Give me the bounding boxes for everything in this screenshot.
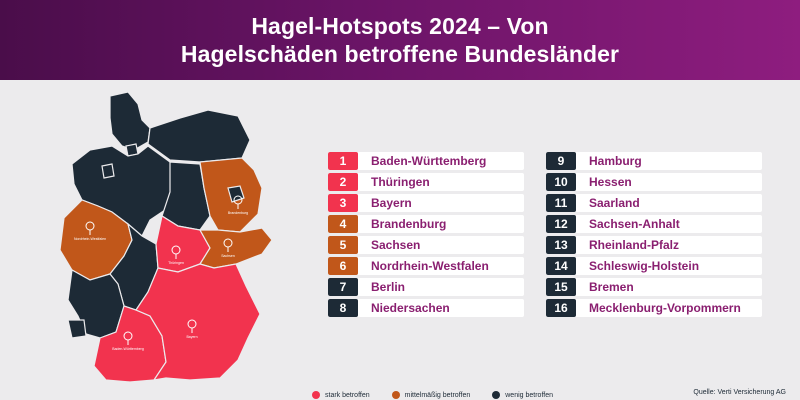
map-pin-brandenburg: Brandenburg — [228, 195, 248, 215]
state-name: Bremen — [589, 280, 634, 294]
list-item: 6 Nordrhein-Westfalen — [328, 257, 524, 275]
rank-number: 10 — [546, 173, 576, 191]
list-item: 1 Baden-Württemberg — [328, 152, 524, 170]
list-item: 13 Rheinland-Pfalz — [546, 236, 762, 254]
state-name: Niedersachen — [371, 301, 450, 315]
state-name: Hessen — [589, 175, 632, 189]
map-pin-label: Brandenburg — [228, 211, 248, 215]
map-pin-label: Bayern — [186, 335, 197, 339]
list-item: 7 Berlin — [328, 278, 524, 296]
rank-number: 11 — [546, 194, 576, 212]
ranking-list-right: 9 Hamburg 10 Hessen 11 Saarland 12 Sachs… — [546, 152, 762, 320]
legend-item-medium: mittelmäßig betroffen — [391, 391, 471, 399]
map-pin-label: Nordrhein-Westfalen — [74, 237, 106, 241]
region-schleswig-holstein — [109, 91, 151, 151]
rank-number: 16 — [546, 299, 576, 317]
region-sachsen — [198, 227, 273, 269]
map-pin-label: Thüringen — [168, 261, 184, 265]
rank-number: 5 — [328, 236, 358, 254]
list-item: 15 Bremen — [546, 278, 762, 296]
ranking-list-left: 1 Baden-Württemberg 2 Thüringen 3 Bayern… — [328, 152, 524, 320]
rank-number: 2 — [328, 173, 358, 191]
legend-dot-strong — [312, 391, 320, 399]
list-item: 14 Schleswig-Holstein — [546, 257, 762, 275]
region-berlin — [227, 185, 245, 203]
source-note: Quelle: Verti Versicherung AG — [693, 389, 786, 396]
region-mecklenburg-vorpommern — [147, 109, 251, 163]
state-name: Hamburg — [589, 154, 642, 168]
region-bayern — [135, 263, 261, 381]
list-item: 16 Mecklenburg-Vorpommern — [546, 299, 762, 317]
state-name: Saarland — [589, 196, 640, 210]
list-item: 8 Niedersachen — [328, 299, 524, 317]
region-bremen — [101, 163, 115, 179]
rank-number: 3 — [328, 194, 358, 212]
state-name: Berlin — [371, 280, 406, 294]
rank-number: 7 — [328, 278, 358, 296]
germany-map: Nordrhein-Westfalen Brandenburg Sachsen … — [59, 91, 273, 383]
legend-label-medium: mittelmäßig betroffen — [404, 391, 471, 399]
rank-number: 6 — [328, 257, 358, 275]
legend-label-strong: stark betroffen — [325, 391, 370, 399]
legend-item-strong: stark betroffen — [312, 391, 370, 399]
rank-number: 12 — [546, 215, 576, 233]
rank-number: 9 — [546, 152, 576, 170]
state-name: Schleswig-Holstein — [589, 259, 700, 273]
map-pin-bayern: Bayern — [186, 319, 198, 339]
state-name: Nordrhein-Westfalen — [371, 259, 489, 273]
header-banner: Hagel-Hotspots 2024 – Von Hagelschäden b… — [0, 0, 800, 80]
rank-number: 1 — [328, 152, 358, 170]
state-name: Sachsen-Anhalt — [589, 217, 680, 231]
legend-dot-low — [492, 391, 501, 399]
rank-number: 15 — [546, 278, 576, 296]
list-item: 3 Bayern — [328, 194, 524, 212]
state-name: Baden-Württemberg — [371, 154, 487, 168]
rank-number: 4 — [328, 215, 358, 233]
list-item: 12 Sachsen-Anhalt — [546, 215, 762, 233]
state-name: Thüringen — [371, 175, 430, 189]
map-pin-sachsen: Sachsen — [221, 238, 235, 258]
state-name: Brandenburg — [371, 217, 447, 231]
page-title-line-2: Hagelschäden betroffene Bundesländer — [180, 41, 620, 67]
map-pin-label: Sachsen — [221, 254, 235, 258]
map-pin-thueringen: Thüringen — [168, 245, 184, 265]
list-item: 2 Thüringen — [328, 173, 524, 191]
rank-number: 13 — [546, 236, 576, 254]
state-name: Sachsen — [371, 238, 421, 252]
legend-dot-medium — [391, 391, 400, 399]
list-item: 11 Saarland — [546, 194, 762, 212]
map-pin-label: Baden-Württemberg — [112, 347, 144, 351]
list-item: 5 Sachsen — [328, 236, 524, 254]
map-pin-nordrhein-westfalen: Nordrhein-Westfalen — [74, 221, 106, 241]
region-saarland — [67, 319, 87, 339]
list-item: 10 Hessen — [546, 173, 762, 191]
page-title-line-1: Hagel-Hotspots 2024 – Von — [251, 13, 549, 39]
list-item: 9 Hamburg — [546, 152, 762, 170]
legend-item-low: wenig betroffen — [492, 391, 553, 399]
state-name: Mecklenburg-Vorpommern — [589, 301, 741, 315]
state-name: Bayern — [371, 196, 412, 210]
map-pin-baden-wuerttemberg: Baden-Württemberg — [112, 331, 144, 351]
state-name: Rheinland-Pfalz — [589, 238, 680, 252]
legend-label-low: wenig betroffen — [505, 391, 553, 399]
rank-number: 8 — [328, 299, 358, 317]
rank-number: 14 — [546, 257, 576, 275]
legend: stark betroffen mittelmäßig betroffen we… — [312, 390, 575, 400]
list-item: 4 Brandenburg — [328, 215, 524, 233]
